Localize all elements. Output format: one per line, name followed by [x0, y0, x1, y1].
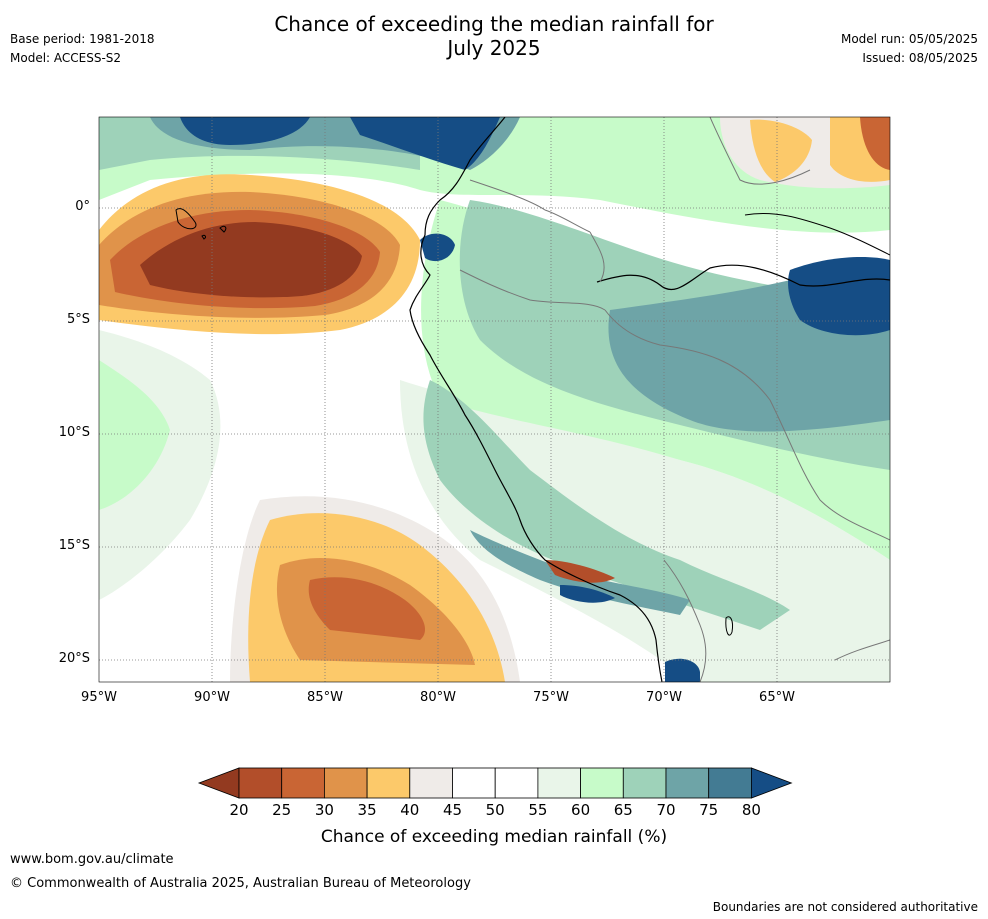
lake-titicaca — [725, 616, 733, 636]
colorbar-tick-label: 45 — [442, 801, 463, 819]
colorbar-tick-label: 60 — [571, 801, 591, 819]
colorbar-segment — [494, 767, 539, 799]
colorbar-tick-label: 70 — [656, 801, 676, 819]
map-frame — [98, 116, 891, 683]
coastline — [409, 117, 663, 682]
colorbar-segment — [452, 767, 496, 799]
colorbar-tick-label: 50 — [485, 801, 505, 819]
lon-label-80w: 80°W — [420, 690, 456, 705]
colorbar-arrow-low — [197, 767, 240, 799]
map-area — [99, 117, 890, 682]
colorbar-segment — [366, 767, 411, 799]
lon-label-85w: 85°W — [307, 690, 343, 705]
colorbar-segment — [537, 767, 582, 799]
lon-label-90w: 90°W — [194, 690, 230, 705]
colorbar-segment — [409, 767, 453, 799]
field-region-brown-galapagos — [140, 222, 362, 298]
field-region-pale-green-west — [99, 360, 170, 510]
model-run-text: Model run: 05/05/2025 — [840, 32, 978, 46]
lat-label-15s: 15°S — [58, 538, 90, 553]
colorbar-label: Chance of exceeding median rainfall (%) — [320, 827, 668, 847]
base-period-text: Base period: 1981-2018 — [10, 32, 155, 46]
country-borders — [459, 117, 890, 682]
field-region-blue-colombia — [350, 117, 500, 170]
colorbar-tick-label: 80 — [741, 801, 761, 819]
lat-label-20s: 20°S — [58, 651, 90, 666]
colorbar-segment — [622, 767, 667, 799]
model-text: Model: ACCESS-S2 — [10, 51, 122, 65]
colorbar-segment — [580, 767, 624, 799]
issued-text: Issued: 08/05/2025 — [862, 51, 978, 65]
copyright-text: © Commonwealth of Australia 2025, Austra… — [10, 876, 471, 891]
field-region-teal-peru — [470, 530, 690, 615]
colorbar-tick-label: 35 — [357, 801, 377, 819]
lat-label-5s: 5°S — [66, 312, 90, 327]
map-title-line2: July 2025 — [447, 36, 541, 60]
colorbar-tick-label: 20 — [229, 801, 249, 819]
colorbar — [197, 767, 793, 799]
colorbar-segment — [708, 767, 752, 799]
colorbar-tick-label: 65 — [613, 801, 633, 819]
field-region-rust-northeast — [860, 117, 890, 170]
field-region-blue-amazon — [788, 257, 890, 336]
colorbar-arrow-high — [751, 767, 793, 799]
field-region-rust-southern-peru — [545, 560, 615, 583]
colorbar-segment — [665, 767, 710, 799]
lon-label-95w: 95°W — [81, 690, 117, 705]
lat-label-10s: 10°S — [58, 425, 90, 440]
map-title: Chance of exceeding the median rainfall … — [0, 12, 988, 60]
lon-label-70w: 70°W — [646, 690, 682, 705]
colorbar-tick-label: 40 — [400, 801, 420, 819]
field-region-light-orange-colombia — [750, 119, 812, 182]
amazon-river — [596, 264, 890, 291]
lon-label-75w: 75°W — [533, 690, 569, 705]
field-region-blue-peru — [560, 585, 615, 603]
colorbar-segment — [238, 767, 283, 799]
field-region-blue-north — [180, 117, 310, 145]
galapagos-islands — [175, 208, 227, 240]
colorbar-segment — [281, 767, 325, 799]
field-region-blue-ecuador — [420, 233, 455, 262]
field-region-blue-south — [665, 658, 700, 682]
graticule — [99, 117, 890, 682]
website-text: www.bom.gov.au/climate — [10, 852, 174, 867]
colorbar-tick-label: 30 — [314, 801, 334, 819]
colorbar-tick-label: 75 — [699, 801, 719, 819]
colorbar-tick-label: 25 — [272, 801, 292, 819]
colorbar-tick-label: 55 — [528, 801, 548, 819]
colorbar-segment — [323, 767, 368, 799]
lon-label-65w: 65°W — [759, 690, 795, 705]
northern-river — [744, 212, 890, 256]
map-title-line1: Chance of exceeding the median rainfall … — [274, 12, 714, 36]
field-region-rust-southwest — [308, 577, 425, 640]
lat-label-0: 0° — [75, 199, 90, 214]
disclaimer-text: Boundaries are not considered authoritat… — [712, 900, 978, 914]
